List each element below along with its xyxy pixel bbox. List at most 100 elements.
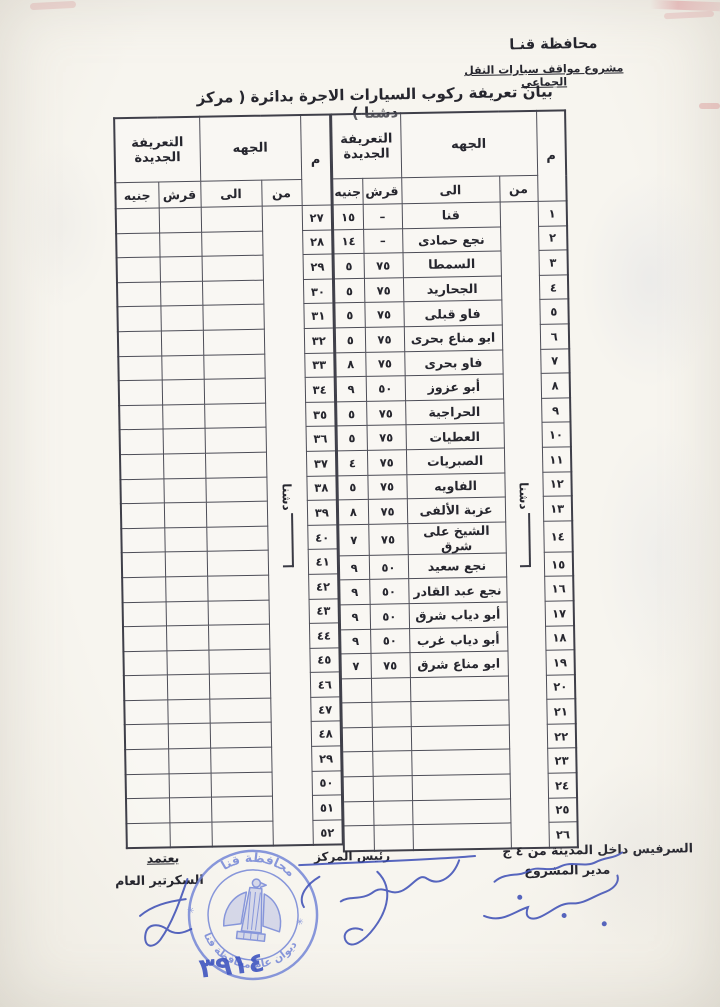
destination-cell xyxy=(200,206,263,232)
piasters-cell: ٧٥ xyxy=(363,277,404,303)
pounds-cell: ٩ xyxy=(339,579,370,605)
destination-cell: نجع حمادى xyxy=(402,226,501,253)
row-number-cell: ٦ xyxy=(539,323,570,349)
piasters-cell: ٧٥ xyxy=(367,498,408,525)
destination-cell: عزبة الألفى xyxy=(406,497,506,524)
signature-dot xyxy=(601,921,607,927)
row-number-cell: ٤ xyxy=(538,274,569,300)
pounds-cell xyxy=(123,675,168,701)
from-city-bracket xyxy=(518,512,531,567)
destination-cell xyxy=(207,624,270,650)
row-number-cell: ٤٠ xyxy=(307,524,338,550)
pounds-cell xyxy=(119,429,163,455)
row-number-cell: ٣ xyxy=(538,250,568,276)
piasters-cell xyxy=(166,649,209,676)
signature-dot xyxy=(517,894,523,900)
row-number-cell: ٣٨ xyxy=(306,475,337,501)
center-head-signature-line xyxy=(298,855,477,867)
row-number-cell: ١٩ xyxy=(545,649,575,675)
row-number-cell: ١٥ xyxy=(543,551,574,577)
destination-cell xyxy=(205,476,267,503)
pounds-cell: ٥ xyxy=(336,425,367,451)
pounds-cell xyxy=(116,281,161,308)
destination-cell: قنا xyxy=(401,202,501,229)
row-number-cell: ٢٤ xyxy=(547,772,578,798)
piasters-cell xyxy=(158,207,202,233)
piasters-cell xyxy=(165,625,209,651)
destination-cell xyxy=(409,675,509,702)
piasters-cell: ٧٥ xyxy=(370,652,410,679)
destination-cell: الحراجية xyxy=(405,398,504,426)
column-header-number: م xyxy=(300,114,332,206)
piasters-cell: ٧٥ xyxy=(367,474,407,500)
piasters-cell xyxy=(372,775,413,801)
official-round-stamp: محافظة قنا ديوان عام محافظة قنا ✳ ✳ xyxy=(186,846,319,981)
destination-cell xyxy=(204,452,267,478)
destination-cell: الجحاريد xyxy=(402,275,502,303)
pounds-cell xyxy=(120,478,164,504)
row-number-cell: ١٠ xyxy=(541,422,571,448)
column-header-to: الى xyxy=(200,180,262,208)
row-number-cell: ٢٣ xyxy=(547,748,577,774)
piasters-cell xyxy=(159,231,202,258)
pounds-cell xyxy=(342,751,373,777)
row-number-cell: ٣١ xyxy=(303,303,334,329)
destination-cell xyxy=(207,599,269,626)
destination-cell xyxy=(208,648,270,675)
piasters-cell: – xyxy=(363,228,403,254)
from-city-vertical-label: دشنا xyxy=(505,482,543,567)
destination-cell xyxy=(210,747,272,773)
destination-cell: ابو مناع بحرى xyxy=(403,324,503,352)
pounds-cell xyxy=(117,306,161,332)
destination-cell: أبو دياب غرب xyxy=(409,626,508,653)
piasters-cell xyxy=(164,526,207,553)
destination-cell: فاو بحرى xyxy=(404,349,503,376)
destination-cell xyxy=(204,402,266,429)
destination-cell xyxy=(201,279,264,306)
pounds-cell xyxy=(122,601,166,627)
fare-table-rows-27-52: م الجهه التعريفة الجديدة من الى قرش جنيه ٢٧ دشنا… xyxy=(113,113,344,850)
row-number-cell: ٥١ xyxy=(311,795,343,821)
piasters-cell xyxy=(164,551,208,577)
pounds-cell: ٩ xyxy=(338,555,370,581)
pounds-cell xyxy=(121,527,165,553)
row-number-cell: ٥٠ xyxy=(311,770,342,796)
destination-cell xyxy=(410,700,509,727)
piasters-cell xyxy=(159,256,202,282)
pounds-cell xyxy=(122,626,167,652)
table-row: ٢٧ دشنا xyxy=(115,204,333,847)
row-number-cell: ١٧ xyxy=(544,600,575,626)
pounds-cell: ٥ xyxy=(337,474,368,501)
column-header-from: من xyxy=(499,175,538,203)
row-number-cell: ١١ xyxy=(541,446,572,472)
destination-cell: نجع سعيد xyxy=(407,552,507,579)
row-number-cell: ٣٦ xyxy=(305,426,336,452)
piasters-cell xyxy=(371,726,412,752)
pounds-cell xyxy=(125,748,169,775)
pounds-cell: ٥ xyxy=(333,278,365,304)
column-header-number: م xyxy=(536,110,567,202)
pounds-cell: ١٤ xyxy=(333,229,364,255)
piasters-cell: ٧٥ xyxy=(364,302,404,328)
row-number-cell: ٤٥ xyxy=(309,647,340,673)
column-header-piasters: قرش xyxy=(158,181,201,208)
row-number-cell: ١٨ xyxy=(545,625,575,651)
pounds-cell xyxy=(125,773,169,799)
pounds-cell xyxy=(118,355,162,381)
pounds-cell: ٥ xyxy=(334,327,366,353)
piasters-cell xyxy=(168,772,211,799)
destination-cell xyxy=(201,230,263,257)
row-number-cell: ٥ xyxy=(539,299,569,325)
piasters-cell xyxy=(163,477,206,504)
row-number-cell: ٤٨ xyxy=(310,721,342,747)
piasters-cell xyxy=(161,354,204,381)
from-city-name: دشنا xyxy=(516,482,532,510)
column-header-destination: الجهه xyxy=(199,114,302,182)
piasters-cell xyxy=(168,797,212,823)
piasters-cell xyxy=(167,699,210,725)
column-header-to: الى xyxy=(401,176,500,204)
row-number-cell: ٢٢ xyxy=(546,723,577,749)
signature-dot xyxy=(561,913,567,919)
fare-table-rows-1-26: م الجهه التعريفة الجديدة من الى قرش جنيه ١ دشنا ق… xyxy=(330,109,579,853)
